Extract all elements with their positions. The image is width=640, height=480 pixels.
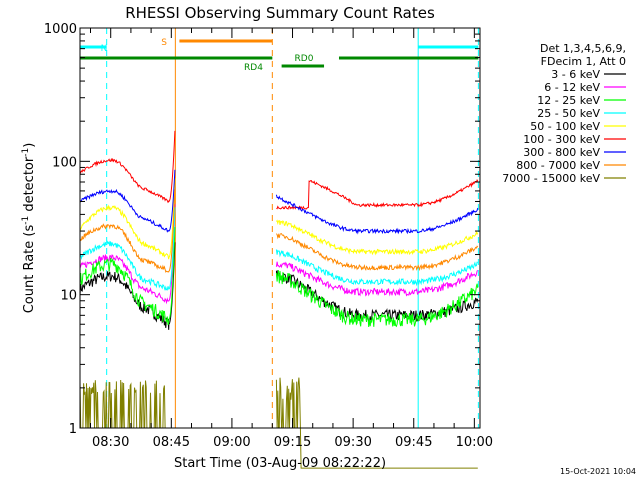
legend-label-100-300-kev: 100 - 300 keV xyxy=(523,133,600,146)
series-line-7000-15000-kev-post xyxy=(275,377,478,469)
series-line-6-12-kev-post xyxy=(275,261,479,297)
series-line-50-100-kev-post xyxy=(276,219,479,256)
observing-annotations: N S RD0 RD4 xyxy=(79,28,479,428)
legend-label-3-6-kev: 3 - 6 keV xyxy=(551,68,600,81)
y-tick-label: 10 xyxy=(60,289,77,304)
x-tick-label: 09:30 xyxy=(334,435,371,450)
y-axis-label-sup1: -1 xyxy=(21,216,31,225)
y-axis-label-end: ) xyxy=(22,143,37,148)
y-axis-label: Count Rate (s-1 detector-1) xyxy=(21,143,37,314)
legend-label-12-25-kev: 12 - 25 keV xyxy=(537,94,600,107)
series-line-50-100-kev-pre xyxy=(79,178,176,260)
y-tick-label: 1000 xyxy=(44,22,77,37)
x-tick-label: 09:00 xyxy=(213,435,250,450)
x-tick-label: 08:45 xyxy=(153,435,190,450)
series-line-3-6-kev-pre xyxy=(79,242,176,330)
series-line-100-300-kev-post xyxy=(276,178,479,210)
series-line-100-300-kev-pre xyxy=(79,130,176,204)
axis-ticks: 1 10 100 1000 08:30 08:45 09:00 09:15 09:30 09:45… xyxy=(44,22,493,450)
annotation-label-s: S xyxy=(161,38,167,48)
legend-label-800-7000-kev: 800 - 7000 keV xyxy=(516,159,600,172)
annotation-label-n: N xyxy=(101,44,108,54)
series-line-25-50-kev-pre xyxy=(79,207,176,291)
y-axis-label-main: Count Rate (s xyxy=(22,225,37,314)
series-line-12-25-kev-pre xyxy=(79,227,176,326)
annotation-label-rd4: RD4 xyxy=(244,63,263,73)
series-line-300-800-kev-pre xyxy=(79,169,176,233)
x-tick-label: 08:30 xyxy=(92,435,129,450)
y-axis-label-mid: detector xyxy=(22,156,37,216)
series-line-6-12-kev-pre xyxy=(79,204,176,305)
series-line-800-7000-kev-post xyxy=(275,233,479,272)
x-axis-label: Start Time (03-Aug-09 08:22:22) xyxy=(174,456,386,471)
legend-label-6-12-kev: 6 - 12 keV xyxy=(544,81,600,94)
timestamp: 15-Oct-2021 10:04 xyxy=(560,467,636,476)
legend-label-300-800-kev: 300 - 800 keV xyxy=(523,146,600,159)
series-line-3-6-kev-post xyxy=(275,270,479,323)
legend-header-1: Det 1,3,4,5,6,9, xyxy=(540,42,626,55)
x-tick-label: 10:00 xyxy=(456,435,493,450)
legend: Det 1,3,4,5,6,9, FDecim 1, Att 0 3 - 6 k… xyxy=(502,42,626,185)
y-tick-label: 100 xyxy=(52,155,77,170)
series-line-7000-15000-kev-pre xyxy=(79,379,169,429)
series-line-25-50-kev-post xyxy=(275,249,478,287)
series-line-12-25-kev-post xyxy=(275,270,479,328)
y-tick-label: 1 xyxy=(69,422,77,437)
plot-frame xyxy=(79,27,481,429)
annotation-label-rd0: RD0 xyxy=(295,54,314,64)
legend-label-7000-15000-kev: 7000 - 15000 keV xyxy=(502,172,600,185)
series-line-300-800-kev-post xyxy=(275,194,479,235)
x-tick-label: 09:45 xyxy=(395,435,432,450)
legend-label-25-50-kev: 25 - 50 keV xyxy=(537,107,600,120)
y-axis-label-sup2: -1 xyxy=(21,148,31,157)
chart-title: RHESSI Observing Summary Count Rates xyxy=(125,4,435,22)
legend-header-2: FDecim 1, Att 0 xyxy=(541,55,626,68)
legend-label-50-100-kev: 50 - 100 keV xyxy=(530,120,600,133)
series-line-800-7000-kev-pre xyxy=(79,189,176,273)
x-tick-label: 09:15 xyxy=(274,435,311,450)
